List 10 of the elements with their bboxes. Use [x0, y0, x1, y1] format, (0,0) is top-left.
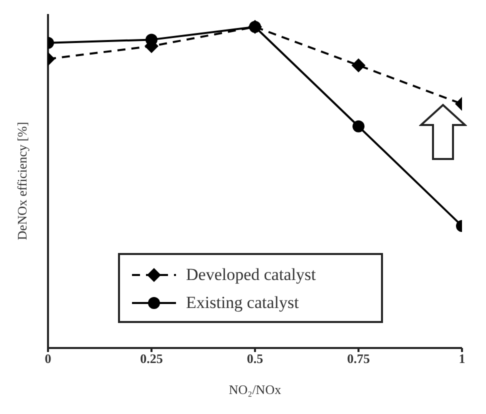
x-tick-label: 1 [458, 351, 466, 366]
x-tick-label: 0 [44, 351, 52, 366]
x-tick-label: 0.75 [347, 351, 370, 366]
y-axis-title: DeNOx efficiency [%] [14, 122, 30, 240]
x-tick-label: 0.25 [140, 351, 164, 366]
legend-label: Existing catalyst [186, 293, 299, 313]
point [249, 20, 261, 33]
x-tick-label: 0.5 [246, 351, 264, 366]
legend-label: Developed catalyst [186, 265, 316, 285]
x-axis-title: NO₂/NOx [228, 382, 282, 397]
